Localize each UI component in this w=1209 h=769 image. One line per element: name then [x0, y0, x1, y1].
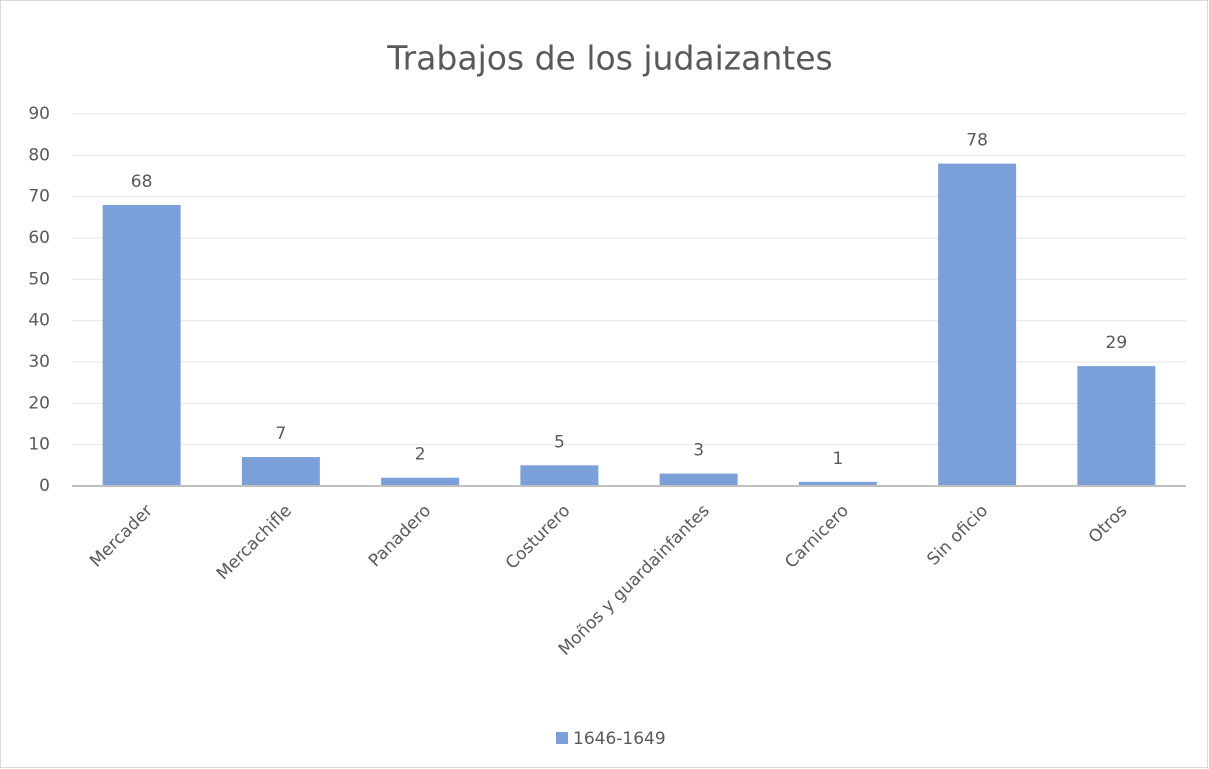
- y-tick-label: 30: [28, 352, 50, 372]
- chart-title: Trabajos de los judaizantes: [386, 39, 832, 78]
- y-tick-label: 10: [28, 435, 50, 455]
- y-tick-label: 50: [28, 269, 50, 289]
- y-tick-label: 70: [28, 187, 50, 207]
- bar: [520, 465, 599, 486]
- bar: [938, 163, 1017, 486]
- y-tick-label: 40: [28, 311, 50, 331]
- y-tick-label: 80: [28, 145, 50, 165]
- y-tick-label: 60: [28, 228, 50, 248]
- bar: [798, 481, 877, 486]
- bar: [1077, 366, 1156, 486]
- data-label: 78: [966, 131, 988, 151]
- data-label: 7: [275, 424, 286, 444]
- y-tick-label: 20: [28, 393, 50, 413]
- y-tick-label: 90: [28, 104, 50, 124]
- data-label: 2: [415, 445, 426, 465]
- legend-label: 1646-1649: [573, 729, 666, 749]
- data-label: 3: [693, 441, 704, 461]
- data-label: 1: [832, 449, 843, 469]
- data-label: 29: [1106, 333, 1128, 353]
- legend-swatch: [556, 732, 568, 744]
- data-label: 68: [131, 172, 153, 192]
- bar: [241, 457, 320, 486]
- bar: [381, 477, 460, 486]
- bar: [659, 473, 738, 486]
- data-label: 5: [554, 432, 565, 452]
- y-tick-label: 0: [39, 476, 50, 496]
- bar: [102, 204, 181, 486]
